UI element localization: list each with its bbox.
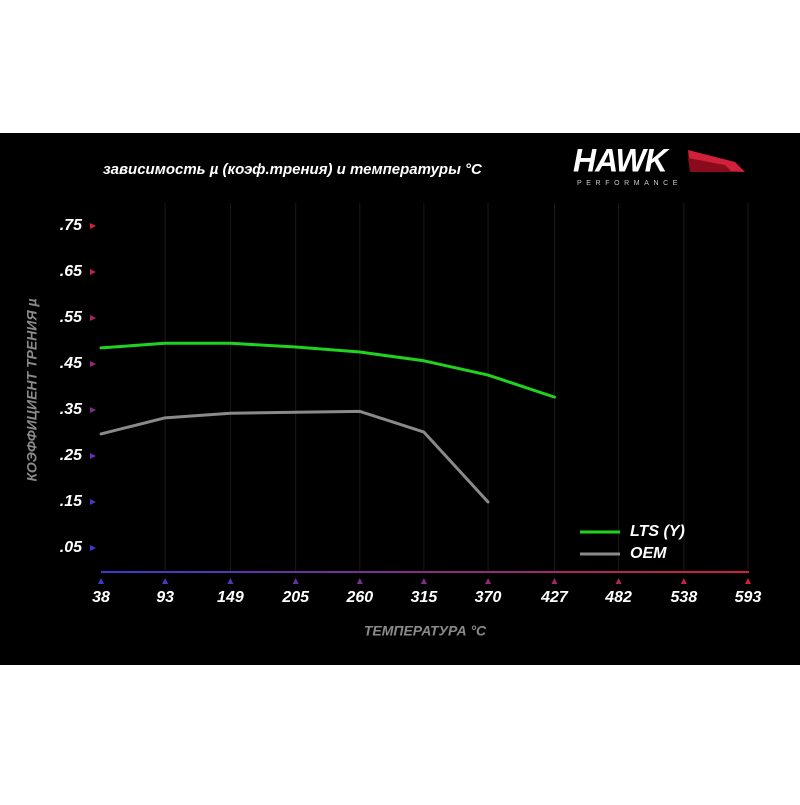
y-tick-label: .35: [60, 401, 83, 418]
x-tick-label: 93: [156, 589, 174, 606]
y-tick: [90, 269, 96, 275]
y-tick-label: .15: [60, 493, 83, 510]
y-tick: [90, 499, 96, 505]
legend-label: OEM: [630, 545, 667, 562]
logo-wing: [688, 158, 732, 172]
x-tick-label: 427: [540, 589, 569, 606]
y-tick: [90, 315, 96, 321]
logo: HAWK PERFORMANCE: [573, 142, 745, 187]
x-tick: [551, 578, 558, 584]
x-axis: [101, 571, 749, 573]
logo-text: HAWK: [573, 142, 671, 178]
x-tick-label: 149: [217, 589, 244, 606]
y-tick-label: .25: [60, 447, 83, 464]
y-tick: [90, 453, 96, 459]
chart-title: зависимость µ (коэф.трения) и температур…: [103, 161, 483, 178]
series-line: [99, 409, 490, 504]
x-tick-label: 315: [411, 589, 439, 606]
x-tick: [745, 578, 751, 584]
x-tick-label: 482: [604, 589, 632, 606]
x-tick: [680, 578, 687, 584]
y-tick: [90, 407, 96, 413]
logo-tagline: PERFORMANCE: [577, 180, 682, 187]
series-line: [99, 341, 556, 399]
x-tick: [615, 578, 622, 584]
y-tick-label: .65: [60, 263, 83, 280]
y-tick: [90, 223, 96, 229]
x-tick: [420, 578, 427, 584]
x-tick-label: 38: [92, 589, 110, 606]
x-tick-label: 593: [735, 589, 762, 606]
x-tick: [98, 578, 104, 584]
y-tick: [90, 545, 96, 551]
x-axis-title: ТЕМПЕРАТУРА °C: [364, 623, 487, 639]
y-tick-label: .05: [60, 539, 83, 556]
x-tick-label: 205: [281, 589, 310, 606]
x-tick: [292, 578, 299, 584]
x-tick-label: 260: [345, 589, 373, 606]
x-tick: [485, 578, 492, 584]
y-tick: [90, 361, 96, 367]
x-tick: [227, 578, 234, 584]
x-tick-label: 370: [475, 589, 502, 606]
y-tick-label: .45: [60, 355, 83, 372]
background: [0, 133, 800, 665]
y-tick-label: .75: [60, 217, 83, 234]
x-tick-label: 538: [671, 589, 698, 606]
x-tick: [356, 578, 363, 584]
x-tick: [162, 578, 169, 584]
legend-label: LTS (Y): [630, 523, 685, 540]
y-tick-label: .55: [60, 309, 83, 326]
y-axis-title: КОЭФФИЦИЕНТ ТРЕНИЯ µ: [24, 298, 40, 481]
